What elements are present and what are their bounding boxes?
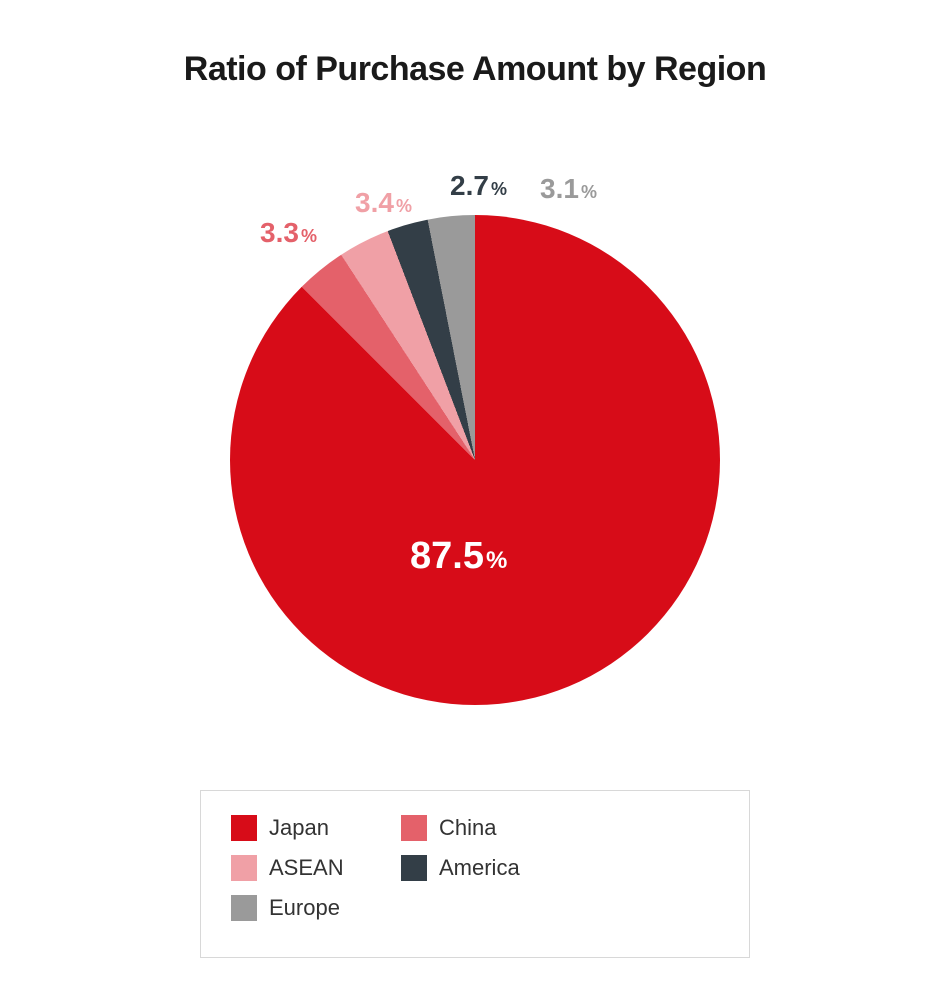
pct-symbol: %: [301, 226, 317, 246]
slice-label-china: 3.3%: [260, 217, 317, 249]
pie-chart: [230, 215, 720, 705]
legend-text-europe: Europe: [269, 895, 340, 921]
chart-container: Ratio of Purchase Amount by Region 87.5%…: [0, 0, 950, 1000]
legend-swatch-japan: [231, 815, 257, 841]
slice-value-china: 3.3: [260, 217, 299, 248]
legend-row: Japan China ASEAN America Europe: [231, 815, 719, 935]
slice-value-europe: 3.1: [540, 173, 579, 204]
slice-value-america: 2.7: [450, 170, 489, 201]
legend-swatch-asean: [231, 855, 257, 881]
pie-wrap: 87.5% 3.3% 3.4% 2.7% 3.1%: [0, 180, 950, 760]
pct-symbol: %: [581, 182, 597, 202]
legend-item-china: China: [401, 815, 531, 841]
pct-symbol: %: [396, 196, 412, 216]
slice-label-america: 2.7%: [450, 170, 507, 202]
legend-text-asean: ASEAN: [269, 855, 344, 881]
legend-item-japan: Japan: [231, 815, 361, 841]
legend-text-japan: Japan: [269, 815, 329, 841]
slice-label-asean: 3.4%: [355, 187, 412, 219]
slice-value-japan: 87.5: [410, 535, 484, 577]
pct-symbol: %: [486, 547, 507, 574]
legend-item-america: America: [401, 855, 531, 881]
slice-label-europe: 3.1%: [540, 173, 597, 205]
legend-swatch-europe: [231, 895, 257, 921]
legend: Japan China ASEAN America Europe: [200, 790, 750, 958]
slice-label-japan: 87.5%: [410, 535, 507, 578]
slice-value-asean: 3.4: [355, 187, 394, 218]
legend-text-china: China: [439, 815, 496, 841]
legend-item-europe: Europe: [231, 895, 361, 921]
legend-swatch-china: [401, 815, 427, 841]
legend-swatch-america: [401, 855, 427, 881]
legend-item-asean: ASEAN: [231, 855, 361, 881]
legend-text-america: America: [439, 855, 520, 881]
pct-symbol: %: [491, 179, 507, 199]
chart-title: Ratio of Purchase Amount by Region: [0, 50, 950, 89]
